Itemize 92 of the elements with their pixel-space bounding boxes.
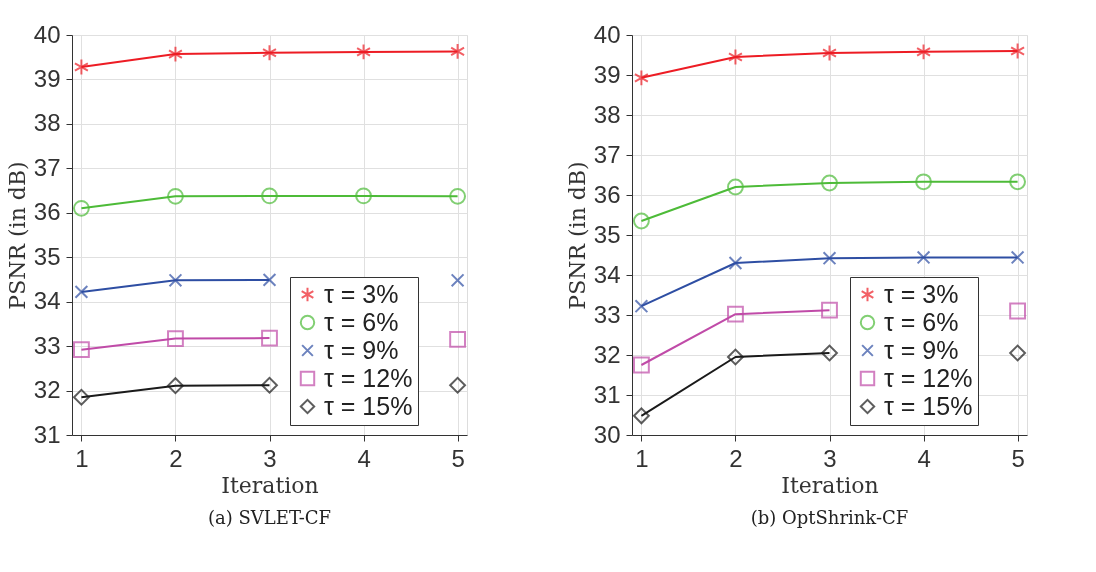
point: [821, 301, 838, 319]
legend-label: τ = 3%: [324, 279, 399, 308]
point: [1010, 42, 1026, 60]
y-axis-title: PSNR (in dB): [564, 161, 590, 310]
point: [728, 48, 743, 66]
point: [167, 377, 184, 395]
legend-label: τ = 9%: [884, 335, 959, 364]
x-tick-label: 5: [451, 444, 465, 472]
legend-label: τ = 12%: [324, 363, 413, 392]
text: (a) SVLET-CF: [208, 507, 331, 528]
x-tick-label: 3: [823, 444, 837, 472]
legend-label: τ = 9%: [324, 335, 399, 364]
y-tick-label: 31: [33, 420, 61, 448]
y-tick-label: 37: [33, 153, 61, 181]
point: [167, 330, 184, 347]
point: [728, 256, 743, 270]
y-tick-label: 35: [593, 220, 621, 248]
y-axis-title: PSNR (in dB): [4, 161, 30, 310]
y-tick-label: 35: [33, 242, 61, 270]
y-tick-label: 31: [593, 380, 621, 408]
legend-label: τ = 15%: [324, 391, 413, 420]
point: [632, 356, 650, 374]
y-tick-label: 38: [33, 109, 61, 137]
point: [449, 376, 467, 394]
y-tick-label: 34: [593, 260, 621, 288]
x-tick-label: 4: [357, 444, 371, 472]
point: [1009, 302, 1027, 320]
point: [73, 58, 89, 76]
point: [1009, 344, 1027, 362]
y-tick-label: 39: [33, 64, 61, 92]
point: [822, 44, 837, 62]
point: [1009, 173, 1027, 191]
y-tick-label: 30: [593, 420, 621, 448]
point: [633, 69, 649, 87]
y-tick-label: 34: [33, 287, 61, 315]
x-axis-title: Iteration: [221, 472, 319, 498]
y-tick-label: 33: [593, 300, 621, 328]
point: [168, 45, 183, 63]
y-tick-label: 32: [33, 376, 61, 404]
point: [632, 407, 650, 425]
point: [727, 305, 744, 323]
y-tick-label: 36: [33, 198, 61, 226]
legend-label: τ = 15%: [884, 391, 973, 420]
point: [727, 178, 744, 196]
legend-label: τ = 6%: [884, 307, 959, 336]
point: [821, 344, 838, 362]
point: [632, 212, 650, 230]
legend-label: τ = 3%: [884, 279, 959, 308]
point: [1010, 250, 1025, 265]
point: [261, 329, 278, 347]
x-tick-label: 2: [169, 444, 183, 472]
legend-label: τ = 12%: [884, 363, 973, 392]
point: [821, 174, 838, 192]
point: [822, 251, 837, 266]
y-tick-label: 39: [593, 60, 621, 88]
x-tick-label: 2: [729, 444, 743, 472]
x-tick-label: 5: [1011, 444, 1025, 472]
y-tick-label: 40: [593, 20, 621, 48]
point: [634, 299, 649, 314]
point: [450, 43, 466, 60]
y-tick-label: 32: [593, 340, 621, 368]
x-tick-label: 3: [263, 444, 277, 472]
point: [355, 187, 372, 205]
y-tick-label: 38: [593, 100, 621, 128]
point: [916, 250, 931, 265]
point: [72, 199, 90, 217]
point: [450, 273, 465, 288]
legend-label: τ = 6%: [324, 307, 399, 336]
point: [168, 273, 183, 288]
x-tick-label: 4: [917, 444, 931, 472]
y-tick-label: 40: [33, 20, 61, 48]
point: [72, 388, 90, 406]
point: [167, 187, 184, 205]
point: [449, 187, 467, 205]
point: [916, 43, 931, 61]
x-axis-title: Iteration: [781, 472, 879, 498]
y-tick-label: 37: [593, 140, 621, 168]
point: [449, 331, 467, 348]
x-tick-label: 1: [635, 444, 649, 472]
point: [72, 341, 90, 359]
point: [356, 43, 371, 61]
point: [262, 272, 277, 287]
x-tick-label: 1: [75, 444, 89, 472]
point: [727, 348, 744, 366]
y-tick-label: 33: [33, 331, 61, 359]
point: [261, 187, 278, 205]
point: [262, 44, 277, 62]
point: [74, 284, 89, 299]
text: (b) OptShrink-CF: [750, 507, 909, 528]
point: [261, 376, 278, 394]
y-tick-label: 36: [593, 180, 621, 208]
point: [915, 173, 932, 191]
